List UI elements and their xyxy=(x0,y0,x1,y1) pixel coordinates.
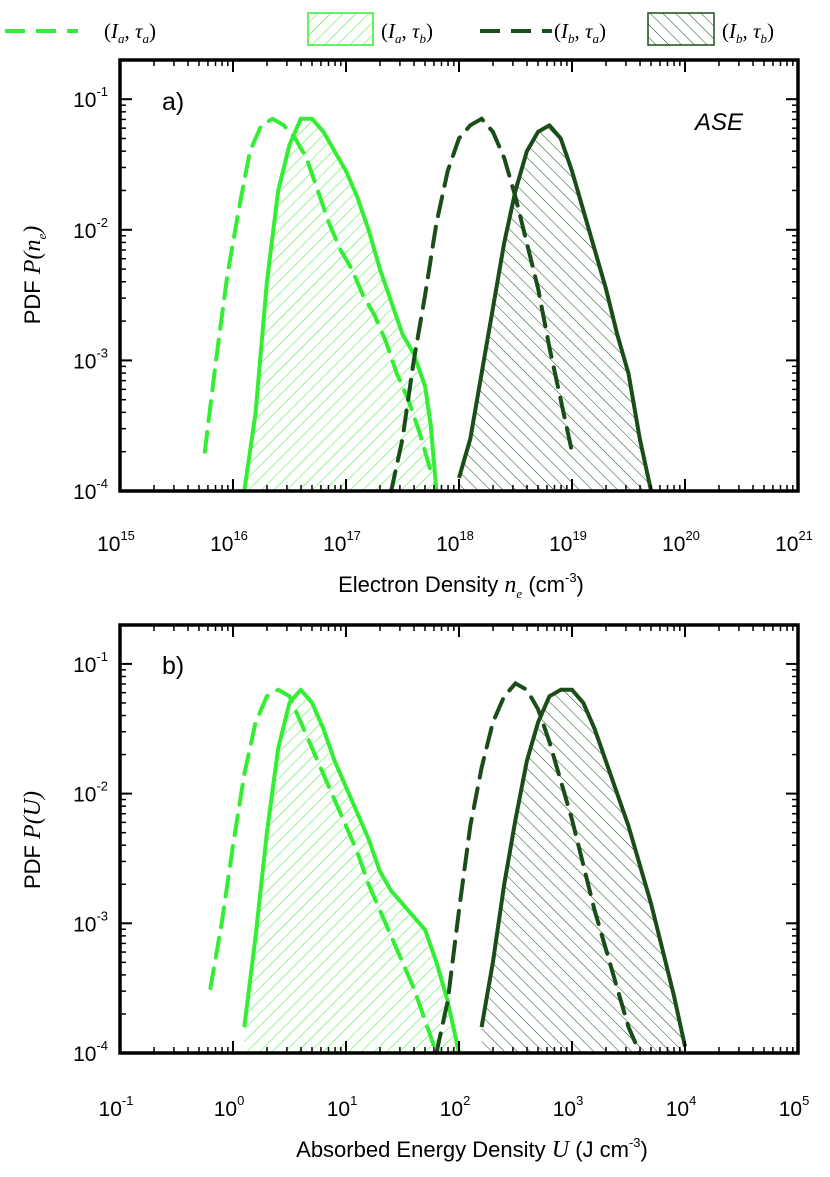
legend: (Ia, τa) (Ia, τb) (Ib, τa) (Ib, τb) xyxy=(5,12,774,46)
legend-label: (Ia, τa) xyxy=(104,19,156,46)
x-tick-label: 101 xyxy=(327,1093,358,1121)
x-tick-label: 10-1 xyxy=(99,1093,134,1121)
panel-label: b) xyxy=(162,652,184,680)
series-area-3 xyxy=(459,125,652,492)
y-tick-label: 10-1 xyxy=(73,649,108,677)
x-tick-label: 1021 xyxy=(775,528,813,556)
series-layer xyxy=(202,116,654,493)
ticks-layer: 1015 1016 1017 1018 1019 1020 1021 10-4 10-3 10-2… xyxy=(73,60,813,556)
y-tick-label: 10-3 xyxy=(73,345,108,373)
series-layer xyxy=(208,680,687,1055)
series-area-1 xyxy=(244,118,437,492)
y-tick-label: 10-2 xyxy=(73,779,108,807)
series-line-1 xyxy=(242,687,461,1054)
plot-frame xyxy=(118,623,800,1055)
series-area-1 xyxy=(244,689,459,1053)
series-line-3 xyxy=(479,687,687,1047)
y-tick-label: 10-4 xyxy=(73,476,108,504)
x-tick-label: 105 xyxy=(779,1093,810,1121)
series-line-3 xyxy=(457,123,654,492)
ticks-layer: 10-1 100 101 102 103 104 105 10-4 10-3 10-2 10-1 xyxy=(73,625,809,1121)
y-axis-label: PDF P(ne) xyxy=(20,226,49,325)
x-axis-label: Absorbed Energy Density U (J cm-3) xyxy=(296,1135,648,1163)
legend-label: (Ia, τb) xyxy=(381,19,433,46)
x-tick-label: 1017 xyxy=(323,528,361,556)
y-axis-label: PDF P(U) xyxy=(20,791,46,889)
x-tick-label: 104 xyxy=(666,1093,697,1121)
panel-absorbed-energy: 10-1 100 101 102 103 104 105 10-4 10-3 10-2 10-1 b… xyxy=(20,623,809,1163)
y-tick-label: 10-2 xyxy=(73,215,108,243)
x-tick-label: 100 xyxy=(214,1093,245,1121)
x-tick-label: 1016 xyxy=(210,528,248,556)
x-tick-label: 103 xyxy=(553,1093,584,1121)
legend-swatch-hatched-dark xyxy=(647,12,715,46)
series-area-3 xyxy=(481,689,685,1053)
legend-item-ia-tb: (Ia, τb) xyxy=(307,12,433,46)
legend-item-ia-ta: (Ia, τa) xyxy=(5,19,156,46)
x-tick-label: 1020 xyxy=(662,528,700,556)
x-tick-label: 102 xyxy=(440,1093,471,1121)
legend-label: (Ib, τb) xyxy=(722,19,774,46)
x-tick-label: 1019 xyxy=(549,528,587,556)
y-tick-label: 10-3 xyxy=(73,908,108,936)
legend-item-ib-tb: (Ib, τb) xyxy=(647,12,774,46)
legend-item-ib-ta: (Ib, τa) xyxy=(480,19,606,46)
legend-label: (Ib, τa) xyxy=(554,19,606,46)
x-axis-label: Electron Density ne (cm-3) xyxy=(338,570,584,601)
legend-swatch-hatched-light xyxy=(307,12,374,46)
y-tick-label: 10-1 xyxy=(73,84,108,112)
x-tick-label: 1015 xyxy=(97,528,135,556)
panel-label: a) xyxy=(162,88,184,116)
panel-electron-density: 1015 1016 1017 1018 1019 1020 1021 10-4 10-3 10-2… xyxy=(20,58,813,601)
annotation-ase: ASE xyxy=(693,109,744,136)
y-tick-label: 10-4 xyxy=(73,1038,108,1066)
x-tick-label: 1018 xyxy=(436,528,474,556)
